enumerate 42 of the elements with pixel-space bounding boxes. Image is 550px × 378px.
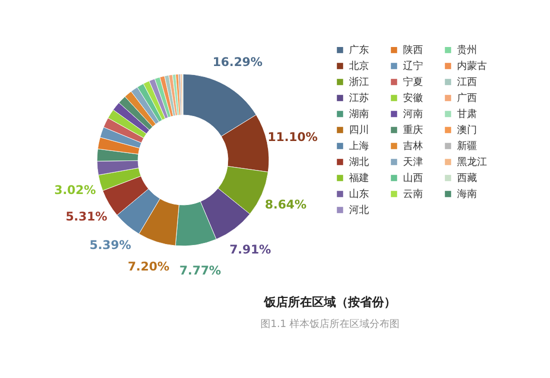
legend-label: 贵州: [457, 44, 477, 56]
legend-label: 福建: [349, 172, 369, 184]
legend-label: 上海: [349, 140, 369, 152]
legend-label: 天津: [403, 156, 423, 168]
data-label: 5.39%: [90, 238, 132, 252]
legend-label: 宁夏: [403, 76, 423, 88]
legend-label: 湖北: [349, 156, 369, 168]
legend-label: 浙江: [349, 76, 369, 88]
data-label: 11.10%: [268, 130, 318, 144]
data-label: 7.77%: [179, 264, 222, 278]
legend-label: 新疆: [457, 140, 477, 152]
legend-label: 黑龙江: [457, 156, 487, 168]
legend-label: 江西: [457, 76, 477, 88]
legend-label: 重庆: [403, 124, 423, 136]
legend-label: 江苏: [349, 92, 369, 104]
legend-label: 吉林: [403, 140, 423, 152]
text: 饭店所在区域（按省份）: [263, 295, 396, 309]
legend-label: 甘肃: [457, 108, 477, 120]
legend-label: 澳门: [457, 124, 477, 136]
legend-label: 云南: [403, 188, 423, 200]
legend-label: 海南: [457, 188, 477, 200]
legend-label: 内蒙古: [457, 60, 487, 72]
data-label: 16.29%: [212, 55, 263, 70]
legend-label: 安徽: [403, 92, 423, 104]
data-label: 3.02%: [54, 182, 96, 197]
legend-label: 河南: [403, 108, 423, 120]
legend-label: 河北: [349, 204, 369, 216]
legend-label: 湖南: [349, 108, 369, 120]
legend-label: 西藏: [457, 172, 477, 184]
data-label: 7.20%: [128, 260, 170, 274]
legend-label: 广东: [349, 44, 369, 56]
legend-label: 广西: [457, 92, 477, 104]
legend-label: 山西: [403, 172, 423, 184]
legend-label: 四川: [349, 124, 369, 136]
data-label: 7.91%: [229, 242, 272, 257]
legend-label: 陕西: [403, 44, 423, 56]
data-label: 5.31%: [66, 210, 108, 224]
legend-label: 辽宁: [403, 60, 423, 72]
legend-label: 北京: [349, 60, 369, 72]
legend-label: 山东: [349, 188, 369, 200]
caption: 图1.1 样本饭店所在区域分布图: [260, 318, 400, 330]
data-label: 8.64%: [264, 198, 307, 212]
